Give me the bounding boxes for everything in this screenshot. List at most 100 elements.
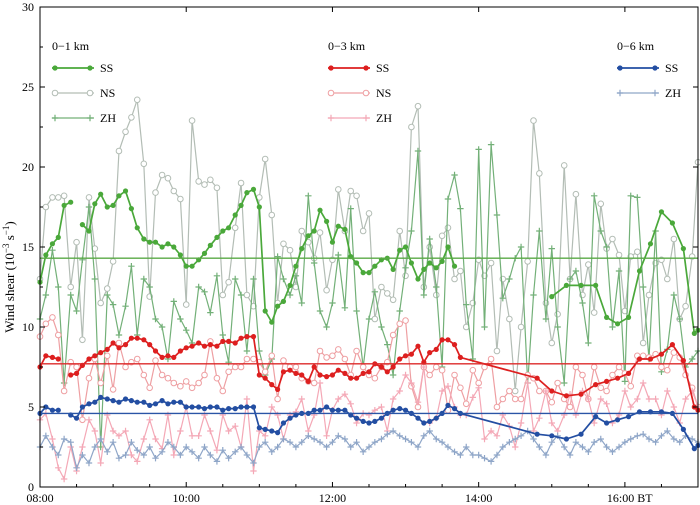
data-point: [360, 370, 366, 376]
data-point: [676, 439, 683, 446]
legend-group-title: 0−6 km: [617, 39, 655, 53]
data-point: [237, 291, 245, 299]
data-point: [103, 352, 111, 360]
data-point: [366, 270, 372, 276]
data-point: [97, 435, 104, 443]
data-point: [578, 431, 584, 437]
data-point: [585, 261, 592, 268]
legend-entry: SS: [617, 61, 678, 75]
data-point: [42, 291, 50, 299]
data-point: [104, 448, 111, 455]
data-point: [647, 356, 654, 362]
data-point: [268, 352, 276, 360]
data-point: [207, 404, 213, 410]
data-point: [55, 234, 61, 240]
data-point: [49, 314, 56, 321]
data-point: [238, 202, 244, 208]
data-point: [433, 265, 439, 271]
data-point: [536, 443, 543, 451]
data-point: [43, 252, 49, 258]
data-point: [670, 403, 678, 411]
legend-marker: [328, 65, 334, 71]
data-point: [292, 443, 300, 451]
data-point: [414, 443, 422, 451]
data-point: [554, 379, 561, 387]
data-point: [219, 447, 226, 454]
data-point: [371, 407, 379, 414]
data-point: [188, 117, 196, 124]
y-tick-label: 0: [28, 480, 34, 494]
data-point: [427, 350, 433, 356]
data-point: [116, 399, 122, 405]
legend: 0−1 km SS NS ZH 0−3 km SS NS ZH 0−6 km SS ZH: [51, 39, 681, 125]
data-point: [378, 364, 385, 370]
data-point: [371, 374, 379, 382]
data-point: [670, 235, 678, 243]
data-point: [286, 439, 294, 446]
data-point: [512, 435, 519, 443]
data-point: [60, 387, 68, 395]
data-point: [152, 315, 159, 323]
data-point: [457, 267, 464, 275]
data-point: [572, 267, 580, 275]
data-point: [329, 299, 336, 307]
data-point: [636, 356, 643, 362]
data-point: [177, 348, 183, 354]
data-point: [134, 458, 141, 465]
data-point: [164, 374, 172, 382]
data-point: [397, 406, 403, 412]
data-point: [188, 432, 196, 439]
data-point: [305, 432, 312, 439]
data-point: [625, 370, 632, 376]
data-point: [433, 435, 440, 443]
data-point: [572, 363, 580, 371]
data-point: [128, 439, 135, 446]
data-point: [549, 433, 555, 439]
data-point: [585, 395, 592, 403]
data-point: [115, 339, 123, 347]
data-point: [109, 301, 117, 308]
data-point: [219, 387, 227, 395]
data-point: [104, 396, 110, 402]
data-point: [365, 315, 373, 323]
data-point: [97, 379, 104, 387]
legend-marker: [651, 89, 659, 97]
legend-marker: [652, 65, 658, 71]
data-point: [311, 407, 317, 413]
data-point: [201, 250, 208, 256]
data-point: [402, 244, 409, 250]
data-point: [378, 283, 385, 291]
data-point: [73, 307, 80, 315]
data-point: [280, 435, 287, 443]
data-point: [590, 439, 598, 446]
data-point: [402, 264, 409, 271]
data-point: [207, 427, 214, 435]
data-point: [487, 355, 495, 363]
data-point: [188, 448, 196, 455]
data-point: [275, 386, 281, 392]
data-point: [268, 211, 276, 219]
data-point: [353, 192, 360, 200]
data-point: [451, 371, 458, 379]
data-point: [316, 307, 324, 315]
data-point: [383, 290, 391, 297]
data-point: [444, 224, 452, 232]
data-point: [341, 355, 349, 363]
data-point: [201, 443, 208, 451]
data-point: [128, 451, 135, 459]
data-point: [347, 205, 354, 212]
data-point: [323, 432, 330, 439]
data-point: [261, 368, 269, 376]
data-point: [603, 443, 610, 451]
data-point: [682, 395, 689, 403]
data-point: [316, 229, 324, 236]
data-point: [122, 303, 129, 310]
data-point: [146, 416, 153, 423]
data-point: [122, 342, 129, 348]
data-point: [92, 201, 98, 207]
data-point: [347, 443, 354, 451]
data-point: [226, 406, 232, 412]
data-point: [439, 337, 445, 343]
data-point: [287, 367, 293, 373]
data-point: [115, 147, 123, 155]
